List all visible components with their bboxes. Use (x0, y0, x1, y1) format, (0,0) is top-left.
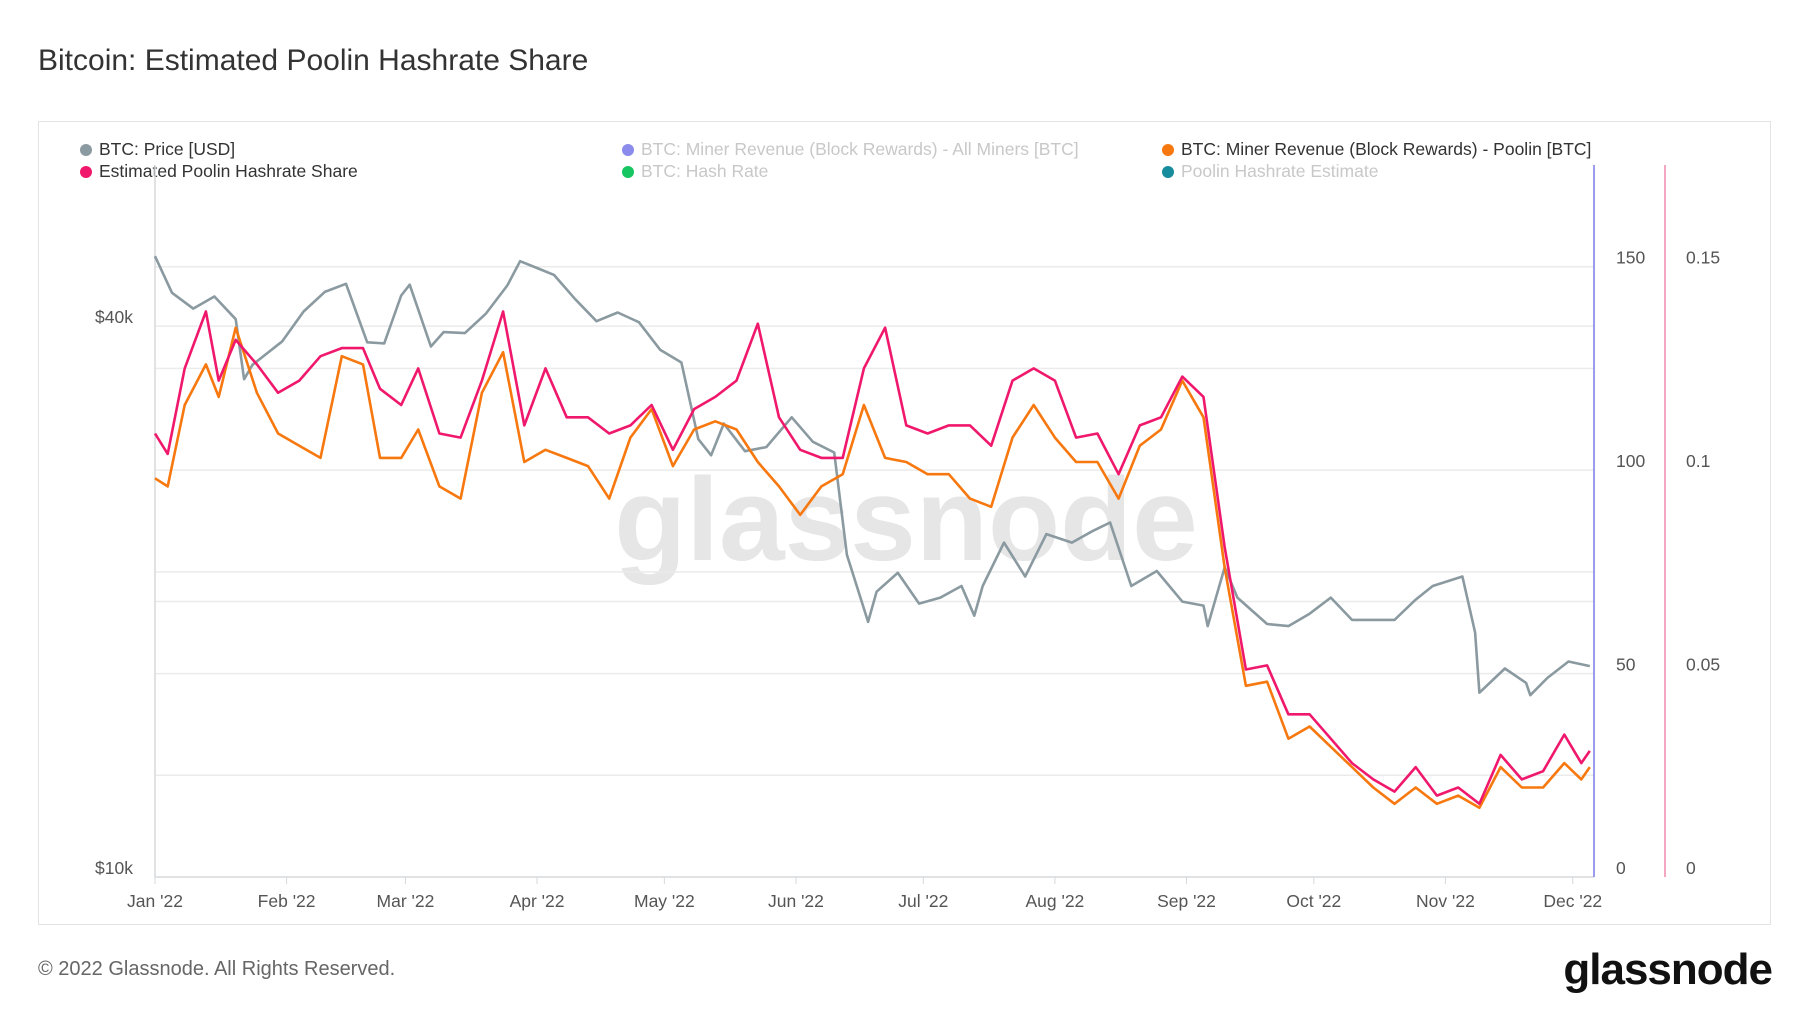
x-tick-label: May '22 (634, 891, 695, 911)
x-tick-label: Dec '22 (1543, 891, 1602, 911)
x-tick-label: Nov '22 (1416, 891, 1475, 911)
legend-item-poolin-share[interactable]: Estimated Poolin Hashrate Share (80, 161, 358, 182)
share-tick-label: 0.15 (1686, 248, 1720, 268)
legend-dot-icon (80, 165, 92, 178)
legend-label: Poolin Hashrate Estimate (1181, 161, 1379, 181)
series-line-share (153, 310, 1591, 806)
x-tick-label: Sep '22 (1157, 891, 1216, 911)
legend-label: Estimated Poolin Hashrate Share (99, 161, 358, 181)
legend-dot-icon (622, 143, 634, 156)
revenue-tick-label: 0 (1616, 858, 1626, 878)
legend-item-miner-revenue-poolin[interactable]: BTC: Miner Revenue (Block Rewards) - Poo… (1162, 139, 1591, 160)
price-tick-label: $40k (95, 307, 133, 327)
revenue-tick-label: 50 (1616, 655, 1636, 675)
watermark: glassnode (614, 454, 1198, 586)
legend-item-hash-rate[interactable]: BTC: Hash Rate (622, 161, 768, 182)
legend-label: BTC: Price [USD] (99, 139, 236, 159)
x-tick-label: Apr '22 (510, 891, 565, 911)
legend-item-btc-price[interactable]: BTC: Price [USD] (80, 139, 235, 160)
chart-title: Bitcoin: Estimated Poolin Hashrate Share (38, 44, 589, 77)
share-tick-label: 0.1 (1686, 451, 1710, 471)
revenue-tick-label: 100 (1616, 451, 1645, 471)
legend-dot-icon (1162, 165, 1174, 178)
series-line-revenue (154, 326, 1591, 810)
x-tick-label: Feb '22 (258, 891, 316, 911)
chart-frame (38, 121, 1771, 925)
x-tick-label: Jan '22 (127, 891, 183, 911)
legend-dot-icon (1162, 143, 1174, 156)
price-tick-label: $10k (95, 858, 133, 878)
x-tick-label: Jun '22 (768, 891, 824, 911)
revenue-tick-label: 150 (1616, 248, 1645, 268)
x-tick-label: Aug '22 (1025, 891, 1084, 911)
x-tick-label: Mar '22 (377, 891, 435, 911)
copyright-footer: © 2022 Glassnode. All Rights Reserved. (38, 958, 396, 980)
legend-label: BTC: Miner Revenue (Block Rewards) - Poo… (1181, 139, 1592, 159)
x-tick-label: Oct '22 (1286, 891, 1341, 911)
legend-item-miner-revenue-all[interactable]: BTC: Miner Revenue (Block Rewards) - All… (622, 139, 1079, 160)
legend-label: BTC: Miner Revenue (Block Rewards) - All… (641, 139, 1079, 159)
legend-item-poolin-hashrate-estimate[interactable]: Poolin Hashrate Estimate (1162, 161, 1378, 182)
series-line-price (153, 255, 1591, 697)
x-tick-label: Jul '22 (898, 891, 948, 911)
legend-dot-icon (622, 165, 634, 178)
share-tick-label: 0 (1686, 858, 1696, 878)
legend-label: BTC: Hash Rate (641, 161, 769, 181)
glassnode-logo: glassnode (1563, 945, 1773, 994)
share-tick-label: 0.05 (1686, 655, 1720, 675)
legend-dot-icon (80, 143, 92, 156)
